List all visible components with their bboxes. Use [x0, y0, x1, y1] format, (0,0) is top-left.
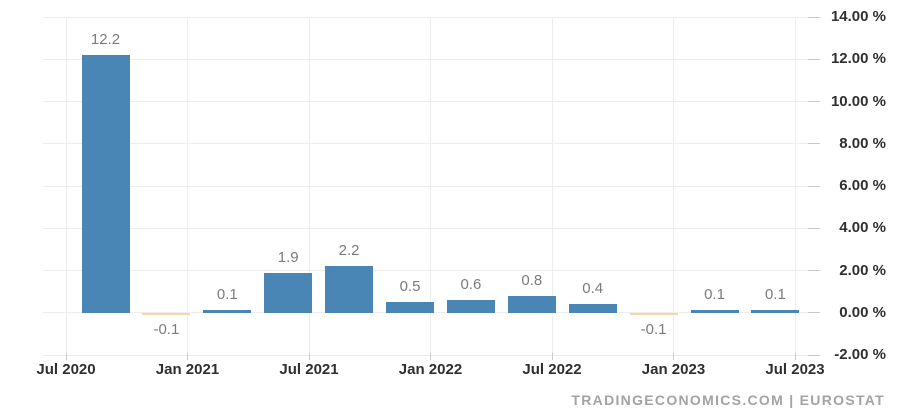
bar-value-label: -0.1: [153, 321, 180, 339]
x-axis-label: Jan 2023: [641, 361, 706, 378]
gridline-horizontal: [43, 101, 812, 102]
bar-jul-2021[interactable]: [264, 272, 313, 313]
y-axis-tick: [808, 227, 820, 229]
y-axis-tick: [808, 58, 820, 60]
y-axis-tick: [808, 16, 820, 18]
x-axis-label: Jul 2023: [765, 361, 825, 378]
y-axis-tick: [808, 270, 820, 271]
gridline-horizontal: [43, 58, 812, 60]
bar-value-label: 12.2: [90, 31, 121, 49]
y-axis-label: 6.00 %: [839, 177, 886, 194]
bar-value-label: 0.1: [764, 286, 786, 304]
bar-value-label: 0.1: [704, 286, 725, 304]
bar-oct-2022[interactable]: [568, 304, 617, 313]
bar-value-label: 0.5: [399, 278, 421, 296]
bar-value-label: 0.4: [582, 280, 604, 298]
bar-oct-2021[interactable]: [325, 266, 374, 313]
y-axis-tick: [808, 143, 820, 145]
bar-value-label: 1.9: [277, 248, 299, 266]
bar-oct-2020[interactable]: [81, 55, 130, 313]
gridline-vertical: [430, 17, 431, 355]
gridline-vertical: [551, 17, 553, 355]
x-axis-label: Jan 2022: [398, 361, 463, 378]
y-axis-label: 10.00 %: [830, 92, 886, 110]
x-axis-label: Jan 2021: [155, 361, 220, 378]
gridline-horizontal: [43, 143, 812, 145]
x-axis-label: Jul 2022: [522, 361, 582, 378]
gridline-vertical: [187, 17, 188, 355]
bar-jul-2023[interactable]: [751, 310, 800, 313]
bar-value-label: 0.1: [216, 286, 238, 304]
gridline-horizontal: [43, 312, 812, 314]
x-axis-tick: [65, 353, 67, 360]
attribution: TRADINGECONOMICS.COM | EUROSTAT: [571, 392, 885, 408]
y-axis-label: 14.00 %: [830, 8, 886, 25]
gridline-horizontal: [43, 354, 812, 356]
gridline-horizontal: [43, 185, 812, 187]
x-axis-tick: [308, 353, 310, 360]
bar-jul-2022[interactable]: [507, 295, 556, 313]
bar-apr-2021[interactable]: [203, 310, 252, 313]
gridline-horizontal: [43, 16, 812, 18]
y-axis-label: 0.00 %: [839, 303, 886, 321]
bar-jan-2022[interactable]: [386, 302, 434, 313]
bar-apr-2022[interactable]: [446, 300, 495, 313]
x-axis-tick: [430, 353, 431, 360]
bar-jan-2021[interactable]: [142, 312, 191, 316]
gridline-vertical: [794, 17, 796, 355]
gridline-horizontal: [43, 270, 812, 271]
x-axis-tick: [551, 353, 553, 360]
y-axis-label: -2.00 %: [834, 346, 886, 363]
x-axis-tick: [794, 353, 796, 360]
x-axis-label: Jul 2020: [36, 361, 96, 378]
y-axis-tick: [808, 185, 820, 187]
bar-value-label: 0.6: [460, 276, 482, 294]
bar-value-label: -0.1: [640, 321, 667, 339]
gridline-vertical: [308, 17, 310, 355]
x-axis-label: Jul 2021: [279, 361, 339, 378]
gridline-horizontal: [43, 227, 812, 229]
bar-value-label: 0.8: [521, 271, 543, 289]
gridline-vertical: [65, 17, 67, 355]
y-axis-label: 4.00 %: [839, 219, 886, 237]
bar-value-label: 2.2: [338, 242, 360, 260]
y-axis-tick: [808, 312, 820, 314]
y-axis-label: 2.00 %: [839, 261, 886, 279]
x-axis-tick: [673, 353, 674, 360]
bar-jan-2023[interactable]: [629, 312, 678, 316]
gridline-vertical: [673, 17, 674, 355]
y-axis-label: 8.00 %: [839, 134, 886, 152]
bar-apr-2023[interactable]: [690, 310, 739, 313]
x-axis-tick: [187, 353, 188, 360]
y-axis-label: 12.00 %: [830, 50, 886, 68]
y-axis-tick: [808, 101, 820, 102]
y-axis-tick: [808, 354, 820, 356]
